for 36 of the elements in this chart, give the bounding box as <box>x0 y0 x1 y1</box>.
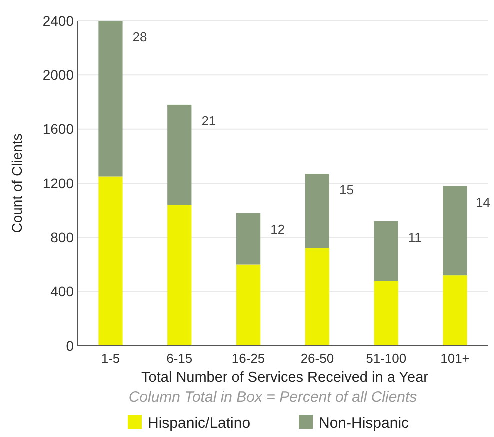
x-tick-label: 6-15 <box>166 351 193 366</box>
bar <box>168 205 192 346</box>
annotation: 14 <box>476 194 490 210</box>
x-tick-label: 26-50 <box>300 351 334 366</box>
bar <box>98 176 123 346</box>
y-tick-label: 2400 <box>42 12 74 29</box>
text: Column Total in Box = Percent of all Clients <box>128 389 418 406</box>
legend-label: Hispanic/Latino <box>148 415 251 432</box>
annotation: 12 <box>270 222 286 237</box>
x-tick-label: 51-100 <box>366 351 407 366</box>
bar <box>305 248 330 346</box>
x-axis-title: Total Number of Services Received in a Year <box>142 370 429 386</box>
x-tick-label: 16-25 <box>232 351 266 366</box>
bar <box>374 221 398 281</box>
annotation: 28 <box>132 30 148 45</box>
y-tick-label: 1600 <box>42 121 74 138</box>
y-tick-label: 2000 <box>42 67 74 84</box>
x-tick-label: 1-5 <box>101 351 120 366</box>
bar <box>374 281 398 346</box>
bar <box>236 213 261 265</box>
y-tick-label: 800 <box>50 230 74 246</box>
bar <box>168 104 192 206</box>
bar <box>305 174 330 248</box>
bar <box>443 186 468 276</box>
annotation: 21 <box>202 114 216 129</box>
bar <box>443 276 468 346</box>
legend-label: Non-Hispanic <box>319 415 410 432</box>
bar <box>98 21 123 177</box>
annotation: 11 <box>408 230 422 245</box>
annotation: 15 <box>340 182 354 198</box>
y-tick-label: 0 <box>66 338 74 354</box>
x-tick-label: 101+ <box>440 351 470 366</box>
y-tick-label: 1200 <box>42 175 74 192</box>
y-axis-title: Count of Clients <box>9 134 25 234</box>
y-tick-label: 400 <box>50 284 74 300</box>
bar <box>236 264 261 346</box>
